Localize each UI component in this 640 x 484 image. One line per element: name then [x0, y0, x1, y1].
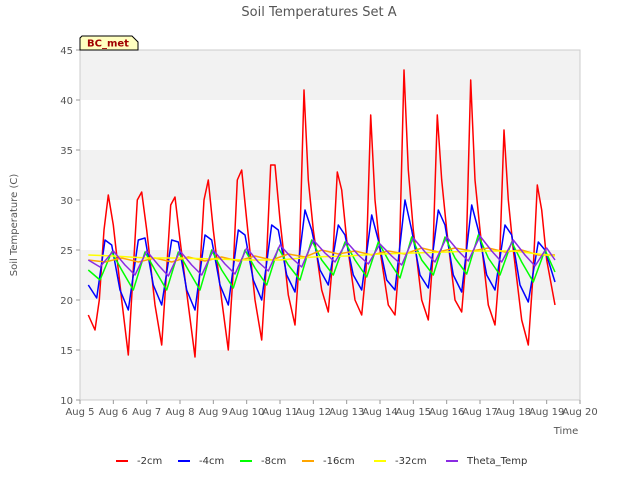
x-tick-label: Aug 13 — [329, 407, 364, 418]
x-tick-label: Aug 16 — [429, 407, 464, 418]
x-tick-label: Aug 7 — [132, 407, 161, 418]
grid-band — [80, 100, 580, 150]
series-line-thetatemp — [87, 235, 556, 277]
x-tick-label: Aug 19 — [529, 407, 564, 418]
x-tick-label: Aug 5 — [65, 407, 94, 418]
series-lines — [87, 69, 556, 358]
y-tick-label: 15 — [60, 346, 73, 357]
grid-band — [80, 350, 580, 400]
grid-band — [80, 50, 580, 100]
y-axis: 10 15 20 25 30 35 40 45 — [60, 46, 80, 407]
x-tick-label: Aug 17 — [462, 407, 497, 418]
station-label-badge: BC_met — [79, 35, 139, 51]
chart-title: Soil Temperatures Set A — [241, 5, 396, 20]
series-line-4cm — [87, 199, 556, 311]
x-tick-label: Aug 10 — [229, 407, 264, 418]
grid-band — [80, 150, 580, 200]
legend-item: -2cm — [116, 456, 162, 467]
x-tick-label: Aug 18 — [496, 407, 531, 418]
legend-label: Theta_Temp — [466, 456, 527, 467]
legend-label: -32cm — [395, 456, 427, 467]
x-tick-label: Aug 9 — [199, 407, 228, 418]
x-tick-label: Aug 15 — [396, 407, 431, 418]
legend-label: -2cm — [137, 456, 162, 467]
legend-label: -8cm — [261, 456, 286, 467]
y-tick-label: 30 — [60, 196, 73, 207]
y-tick-label: 40 — [60, 96, 73, 107]
y-tick-label: 35 — [60, 146, 73, 157]
legend-label: -16cm — [323, 456, 355, 467]
x-tick-label: Aug 6 — [99, 407, 128, 418]
legend-item: -8cm — [240, 456, 286, 467]
x-tick-label: Aug 12 — [296, 407, 331, 418]
x-axis-label: Time — [553, 426, 578, 437]
grid-band — [80, 200, 580, 250]
y-tick-label: 10 — [60, 396, 73, 407]
y-axis-label: Soil Temperature (C) — [9, 174, 20, 277]
x-tick-label: Aug 11 — [262, 407, 297, 418]
series-line-8cm — [87, 234, 556, 291]
legend-item: Theta_Temp — [446, 456, 527, 467]
legend: -2cm -4cm -8cm -16cm -32cm Theta_Temp — [116, 456, 527, 467]
y-tick-label: 45 — [60, 46, 73, 57]
legend-item: -16cm — [302, 456, 355, 467]
y-tick-label: 20 — [60, 296, 73, 307]
x-tick-label: Aug 8 — [165, 407, 194, 418]
x-tick-label: Aug 20 — [562, 407, 597, 418]
station-label: BC_met — [87, 39, 129, 50]
legend-item: -4cm — [178, 456, 224, 467]
legend-item: -32cm — [374, 456, 427, 467]
plot-area — [79, 49, 581, 401]
legend-label: -4cm — [199, 456, 224, 467]
y-tick-label: 25 — [60, 246, 73, 257]
x-tick-label: Aug 14 — [362, 407, 397, 418]
